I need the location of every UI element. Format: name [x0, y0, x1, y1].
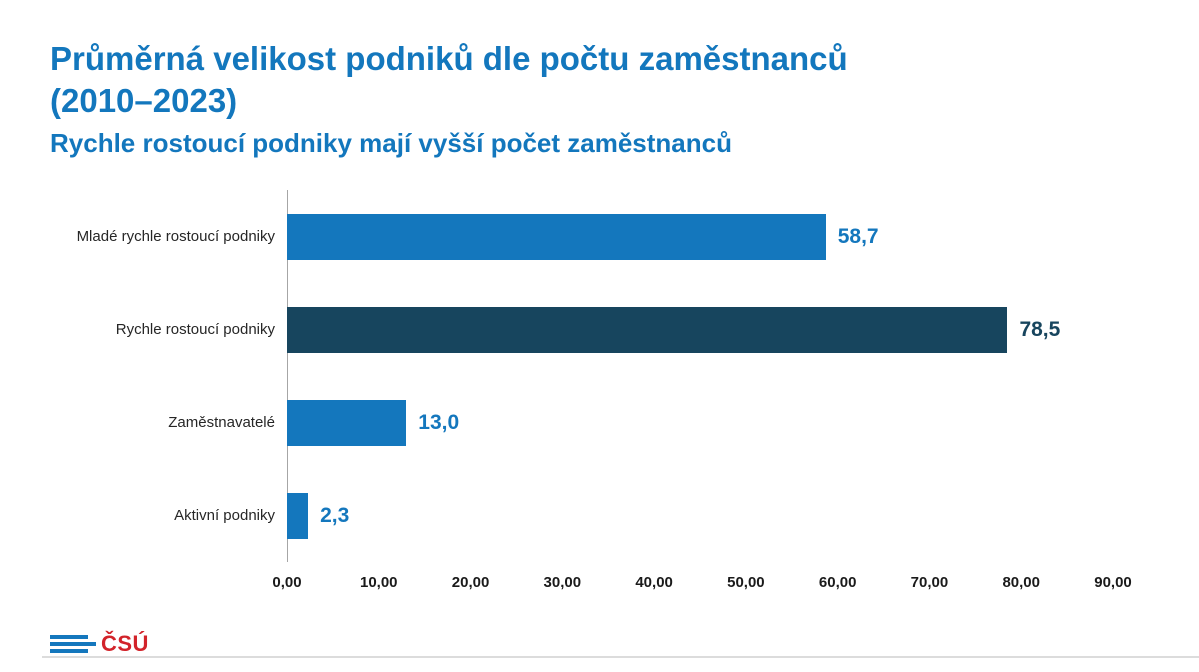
csu-logo-stripes-icon [50, 635, 96, 653]
x-axis-tick-label: 50,00 [727, 574, 765, 591]
chart-title: Průměrná velikost podniků dle počtu zamě… [50, 38, 1150, 122]
bar [287, 306, 1008, 353]
bar-track: 78,5 [287, 306, 1160, 353]
x-axis-tick-label: 10,00 [359, 574, 398, 591]
chart-header: Průměrná velikost podniků dle počtu zamě… [50, 38, 1150, 159]
x-axis: 0,00 10,00 20,00 30,00 40,00 50,00 60,00 70,00 8… [272, 574, 1160, 598]
chart-title-line2: (2010–2023) [50, 82, 238, 120]
x-axis-tick-label: 20,00 [451, 574, 490, 591]
bar-chart: Mladé rychle rostoucí podniky 58,7 Rychle … [50, 190, 1160, 598]
x-axis-tick-label: 60,00 [818, 574, 857, 591]
x-axis-tick-label: 30,00 [543, 574, 582, 591]
csu-logo-text: ČSÚ [101, 631, 149, 656]
x-axis-tick-label: 70,00 [910, 574, 949, 591]
value-label: 58,7 [837, 224, 879, 248]
chart-plot-area: Mladé rychle rostoucí podniky 58,7 Rychle … [50, 190, 1160, 562]
bar-track: 58,7 [287, 213, 1160, 260]
x-axis-tick-label: 90,00 [1094, 574, 1132, 591]
chart-row: Aktivní podniky 2,3 [50, 469, 1160, 562]
x-axis-tick-label: 80,00 [1002, 574, 1040, 591]
bar-track: 2,3 [287, 492, 1160, 539]
category-label: Mladé rychle rostoucí podniky [76, 228, 275, 245]
chart-title-line1: Průměrná velikost podniků dle počtu zamě… [50, 40, 848, 77]
x-axis-tick-label: 40,00 [635, 574, 673, 591]
chart-subtitle: Rychle rostoucí podniky mají vyšší počet… [50, 128, 732, 159]
bar [287, 213, 826, 260]
category-label: Rychle rostoucí podniky [115, 321, 275, 338]
footer-divider [42, 656, 1199, 658]
chart-row: Zaměstnavatelé 13,0 [50, 376, 1160, 469]
bar [287, 492, 309, 539]
chart-row: Mladé rychle rostoucí podniky 58,7 [50, 190, 1160, 283]
bar [287, 399, 407, 446]
value-label: 78,5 [1019, 317, 1061, 341]
category-label: Aktivní podniky [174, 507, 275, 524]
value-label: 13,0 [418, 410, 460, 434]
chart-row: Rychle rostoucí podniky 78,5 [50, 283, 1160, 376]
csu-logo: ČSÚ [50, 631, 149, 657]
bar-track: 13,0 [287, 399, 1160, 446]
x-axis-tick-label: 0,00 [272, 574, 302, 591]
category-label: Zaměstnavatelé [168, 414, 275, 431]
value-label: 2,3 [320, 503, 350, 527]
